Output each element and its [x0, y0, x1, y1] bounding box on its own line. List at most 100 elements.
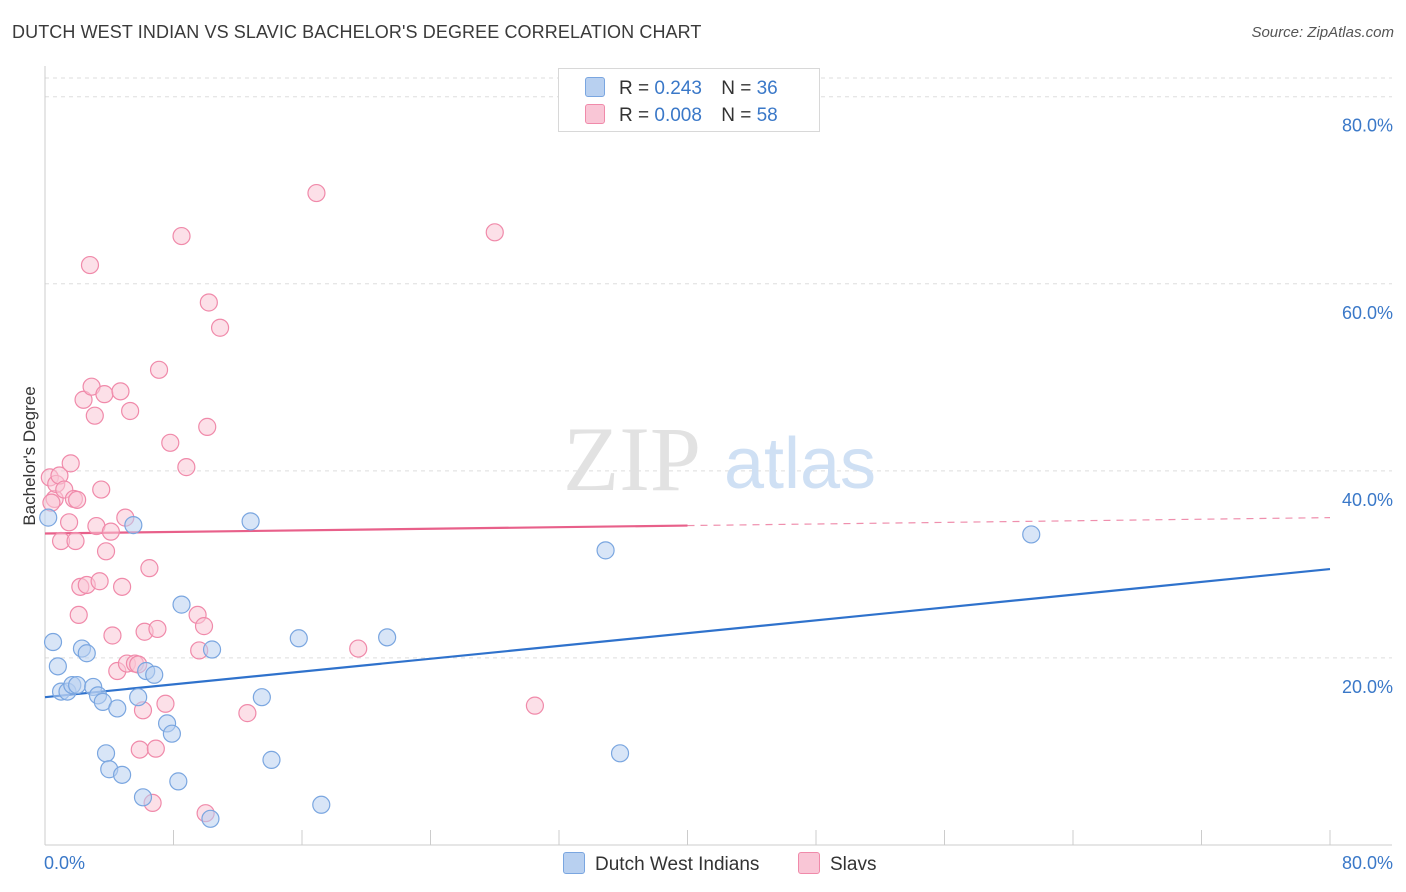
data-point-slavs [121, 401, 140, 421]
source-label: Source: ZipAtlas.com [1251, 24, 1394, 41]
data-point-dutch-west-indians [145, 665, 164, 684]
legend-r-label: R = [619, 105, 650, 126]
data-point-dutch-west-indians [77, 644, 96, 663]
data-point-slavs [199, 293, 218, 312]
watermark-zip: ZIP [563, 408, 701, 510]
data-point-slavs [307, 183, 326, 203]
data-point-slavs [525, 696, 545, 715]
trend-lines [44, 517, 1331, 699]
data-point-slavs [101, 522, 120, 541]
data-point-slavs [42, 493, 61, 512]
y-axis-label: Bachelor's Degree [20, 386, 39, 525]
legend-n-label: N = [721, 105, 752, 126]
data-point-dutch-west-indians [68, 675, 87, 695]
data-point-dutch-west-indians [1022, 525, 1041, 544]
data-point-slavs [61, 454, 80, 473]
legend-n-label: N = [721, 78, 752, 99]
legend-row-slavs: R = 0.008 N = 58 [585, 104, 778, 127]
data-point-dutch-west-indians [133, 788, 153, 807]
bottom-legend-label: Dutch West Indians [595, 854, 760, 875]
data-point-dutch-west-indians [169, 772, 188, 791]
data-point-dutch-west-indians [124, 516, 143, 535]
data-point-slavs [149, 360, 169, 379]
pink-swatch-icon [585, 104, 605, 124]
data-point-slavs [172, 226, 191, 246]
gridlines [45, 77, 1392, 659]
data-point-slavs [59, 513, 79, 532]
data-point-dutch-west-indians [201, 809, 220, 828]
data-point-slavs [177, 458, 196, 477]
axes: 20.0% 40.0% 60.0% 80.0% 0.0% 80.0% [44, 66, 1393, 873]
data-point-slavs [90, 572, 109, 591]
data-point-dutch-west-indians [48, 657, 67, 676]
data-point-slavs [74, 390, 93, 409]
data-point-dutch-west-indians [202, 640, 222, 659]
blue-swatch-icon [563, 852, 585, 874]
data-point-dutch-west-indians [312, 795, 331, 814]
data-point-slavs [210, 318, 230, 337]
watermark-atlas: atlas [724, 424, 876, 504]
data-point-slavs [103, 626, 122, 645]
blue-swatch-icon [585, 77, 605, 97]
data-point-slavs [140, 559, 159, 578]
data-point-slavs [85, 406, 104, 425]
data-point-dutch-west-indians [378, 628, 397, 647]
data-point-slavs [198, 417, 217, 436]
data-point-slavs [130, 740, 149, 759]
chart-title: DUTCH WEST INDIAN VS SLAVIC BACHELOR'S D… [12, 22, 702, 42]
bottom-legend-label: Slavs [830, 854, 877, 875]
data-point-slavs [68, 490, 87, 509]
y-tick-label: 80.0% [1342, 116, 1393, 136]
data-point-dutch-west-indians [252, 688, 271, 707]
data-point-slavs [96, 542, 116, 561]
data-point-dutch-west-indians [596, 541, 615, 560]
data-point-dutch-west-indians [96, 744, 116, 763]
y-tick-label: 60.0% [1342, 303, 1393, 323]
data-point-dutch-west-indians [172, 595, 191, 614]
data-point-slavs [156, 694, 175, 713]
data-point-dutch-west-indians [108, 699, 127, 718]
data-point-dutch-west-indians [262, 750, 281, 769]
data-point-slavs [111, 382, 130, 401]
bottom-legend-slavs: Slavs [798, 852, 876, 876]
data-point-slavs [95, 385, 114, 404]
data-point-slavs [112, 577, 132, 596]
legend-r-label: R = [619, 78, 650, 99]
legend-r-value: 0.243 [654, 78, 702, 99]
y-tick-label: 40.0% [1342, 490, 1393, 510]
data-point-dutch-west-indians [43, 632, 63, 652]
pink-swatch-icon [798, 852, 820, 874]
legend-row-dutch-west-indians: R = 0.243 N = 36 [585, 77, 778, 100]
x-tick-label-min: 0.0% [44, 853, 85, 873]
data-point-dutch-west-indians [289, 629, 308, 648]
data-point-dutch-west-indians [162, 724, 181, 743]
trend-line-extension-slavs [687, 517, 1331, 527]
data-point-slavs [485, 223, 504, 242]
data-points [39, 183, 1041, 828]
data-point-dutch-west-indians [610, 744, 630, 763]
data-point-slavs [349, 639, 368, 658]
data-point-dutch-west-indians [241, 512, 260, 531]
watermark: ZIP atlas [563, 408, 876, 510]
correlation-legend: R = 0.243 N = 36 R = 0.008 N = 58 [558, 68, 820, 132]
trend-line-slavs [44, 524, 688, 535]
data-point-slavs [66, 531, 85, 551]
data-point-slavs [161, 433, 180, 452]
x-tick-label-max: 80.0% [1342, 853, 1393, 873]
data-point-slavs [148, 619, 167, 639]
data-point-slavs [146, 739, 165, 758]
legend-r-value: 0.008 [654, 105, 702, 126]
legend-n-value: 58 [756, 105, 778, 126]
data-point-dutch-west-indians [39, 508, 58, 527]
data-point-slavs [80, 255, 100, 275]
data-point-dutch-west-indians [112, 765, 132, 784]
y-tick-label: 20.0% [1342, 677, 1393, 697]
data-point-slavs [194, 617, 214, 636]
data-point-dutch-west-indians [129, 688, 148, 707]
trend-line-dutch-west-indians [44, 567, 1331, 699]
data-point-slavs [69, 605, 88, 625]
data-point-slavs [92, 480, 111, 499]
legend-n-value: 36 [756, 78, 778, 99]
data-point-slavs [238, 704, 257, 723]
